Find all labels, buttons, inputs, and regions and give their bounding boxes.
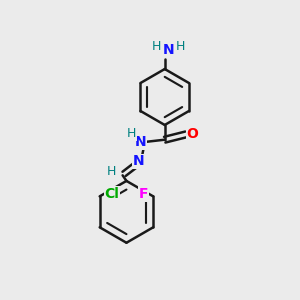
Text: O: O [187,128,198,141]
Text: H: H [175,40,185,53]
Text: F: F [139,187,148,201]
Text: H: H [107,165,116,178]
Text: H: H [152,40,161,53]
Text: N: N [162,44,174,58]
Text: N: N [135,135,146,149]
Text: Cl: Cl [105,187,119,201]
Text: H: H [127,127,136,140]
Text: N: N [132,154,144,169]
